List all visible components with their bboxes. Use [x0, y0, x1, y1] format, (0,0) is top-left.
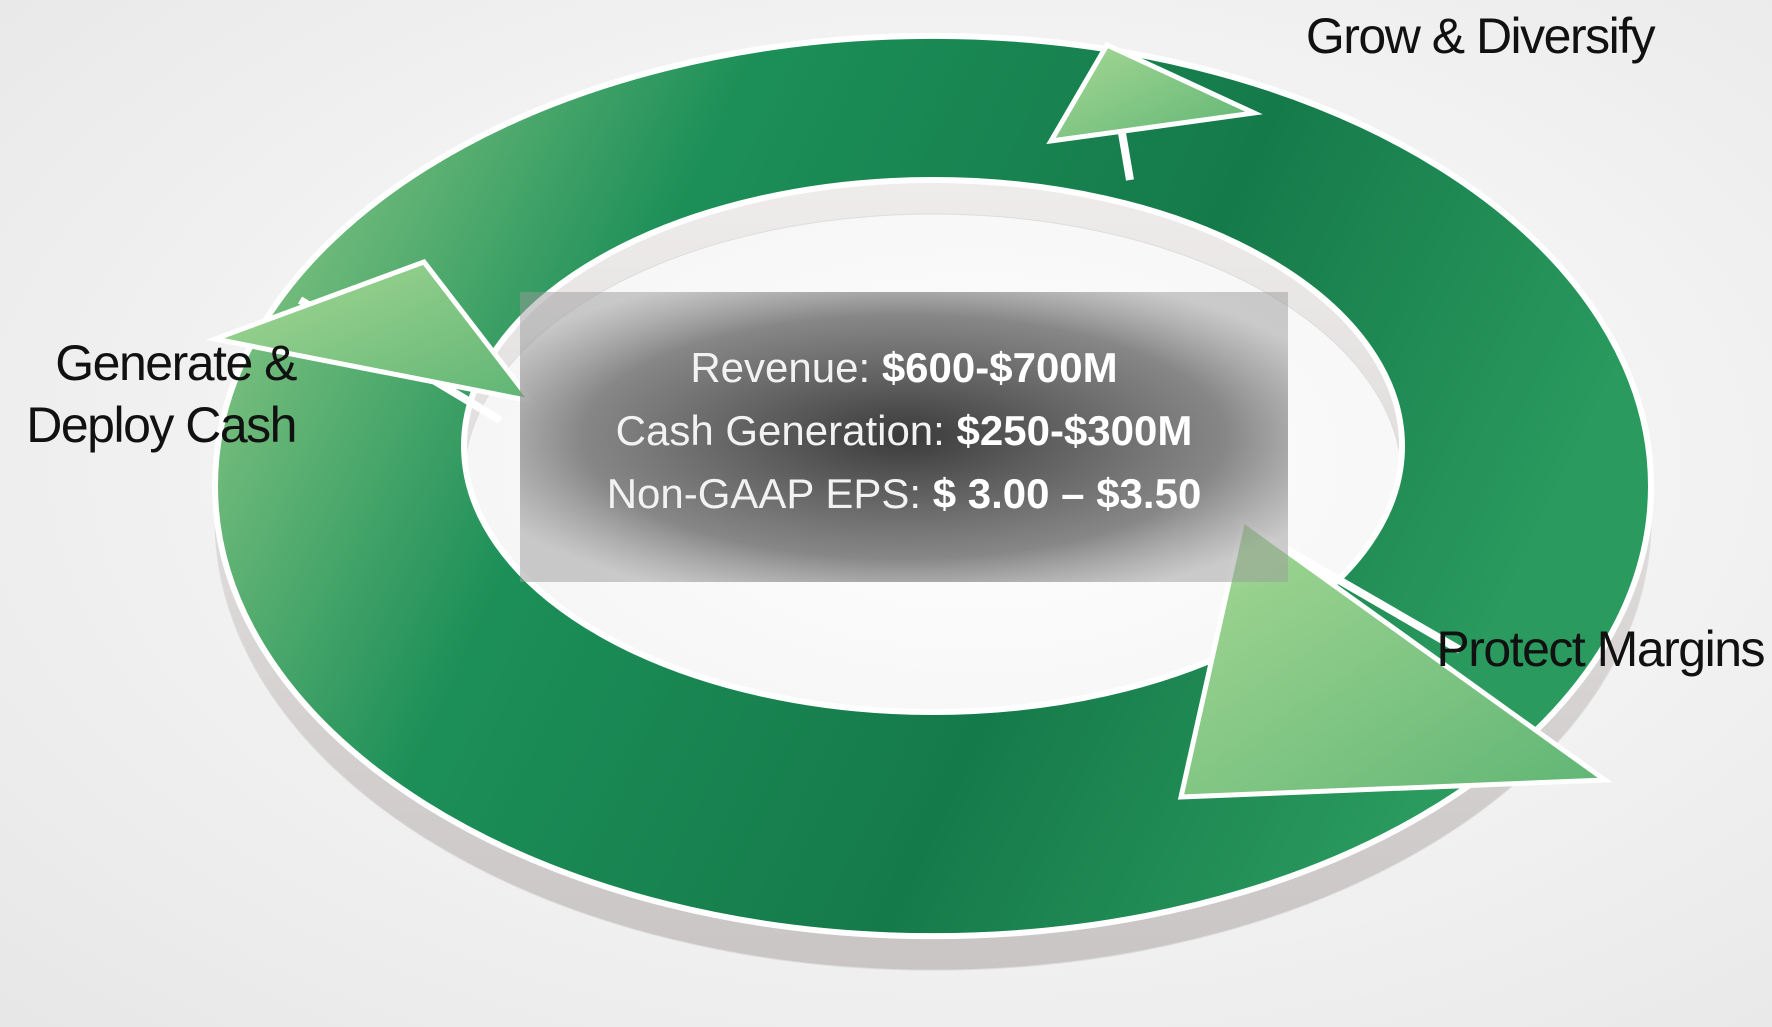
- metric-value: $ 3.00 – $3.50: [933, 470, 1202, 517]
- metric-value: $600-$700M: [882, 344, 1118, 391]
- metric-line: Revenue: $600-$700M: [690, 344, 1117, 391]
- metric-label: Non-GAAP EPS:: [607, 470, 921, 517]
- metric-value: $250-$300M: [957, 407, 1193, 454]
- diagram: Grow & Diversify Protect Margins Generate …: [0, 0, 1772, 1027]
- page: Grow & Diversify Protect Margins Generate …: [0, 0, 1772, 1027]
- stage-label: Generate &: [55, 335, 297, 391]
- stage-label: Protect Margins: [1436, 621, 1764, 677]
- stage-label: Grow & Diversify: [1306, 8, 1656, 64]
- metric-line: Non-GAAP EPS: $ 3.00 – $3.50: [607, 470, 1202, 517]
- metric-line: Cash Generation: $250-$300M: [616, 407, 1193, 454]
- stage-label: Deploy Cash: [26, 397, 296, 453]
- metric-label: Cash Generation:: [616, 407, 945, 454]
- metric-label: Revenue:: [690, 344, 870, 391]
